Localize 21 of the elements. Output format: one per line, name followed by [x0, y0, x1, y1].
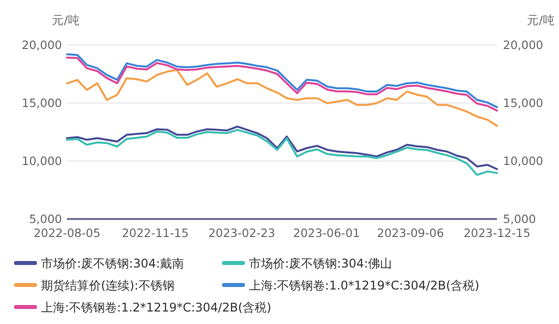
legend-label: 上海:不锈钢卷:1.2*1219*C:304/2B(含税) — [41, 300, 272, 314]
legend-label: 期货结算价(连续):不锈钢 — [41, 278, 174, 292]
x-tick-label: 2023-02-23 — [208, 226, 276, 240]
x-tick-label: 2023-06-01 — [293, 226, 360, 240]
x-tick-label: 2023-12-15 — [464, 226, 530, 240]
x-tick-label: 2022-11-15 — [122, 226, 189, 240]
legend-label: 市场价:废不锈钢:304:戴南 — [41, 256, 184, 270]
legend-label: 上海:不锈钢卷:1.0*1219*C:304/2B(含税) — [249, 278, 480, 292]
y-tick-label: 5,000 — [29, 212, 62, 226]
y-tick-label: 10,000 — [22, 154, 62, 168]
x-tick-label: 2023-09-06 — [377, 226, 444, 240]
x-tick-label: 2022-08-05 — [34, 226, 100, 240]
y2-axis-title: 元/吨 — [527, 13, 555, 27]
y2-tick-label: 20,000 — [503, 38, 544, 52]
y-tick-label: 15,000 — [22, 96, 62, 110]
legend-label: 市场价:废不锈钢:304:佛山 — [249, 256, 392, 270]
y2-tick-label: 15,000 — [503, 96, 544, 110]
y2-tick-label: 10,000 — [503, 154, 544, 168]
y-tick-label: 20,000 — [22, 38, 62, 52]
y-axis-title: 元/吨 — [52, 13, 80, 27]
y2-tick-label: 5,000 — [503, 212, 536, 226]
